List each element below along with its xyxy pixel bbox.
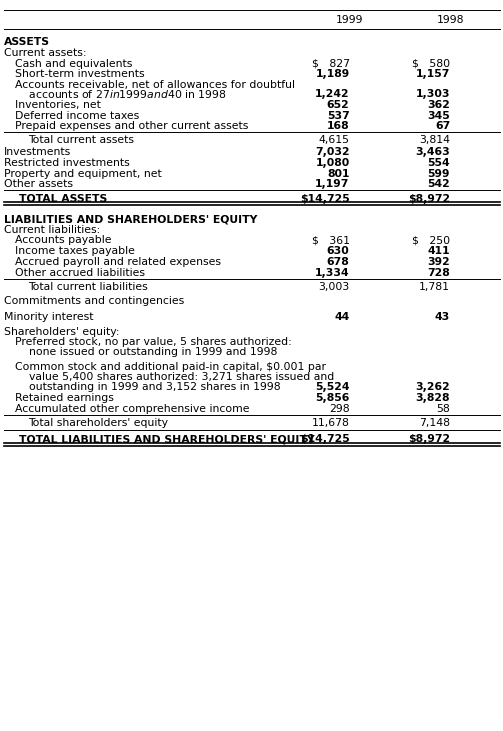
Text: $   361: $ 361 <box>311 235 350 246</box>
Text: 168: 168 <box>327 121 350 132</box>
Text: 3,003: 3,003 <box>318 282 350 292</box>
Text: accounts of $27 in 1999 and $40 in 1998: accounts of $27 in 1999 and $40 in 1998 <box>15 88 227 100</box>
Text: 1,080: 1,080 <box>315 158 350 168</box>
Text: none issued or outstanding in 1999 and 1998: none issued or outstanding in 1999 and 1… <box>15 347 278 357</box>
Text: Accumulated other comprehensive income: Accumulated other comprehensive income <box>15 404 249 414</box>
Text: Inventories, net: Inventories, net <box>15 100 101 110</box>
Text: 58: 58 <box>437 404 450 414</box>
Text: Total current liabilities: Total current liabilities <box>28 282 147 292</box>
Text: 1999: 1999 <box>336 15 363 26</box>
Text: 630: 630 <box>327 246 350 257</box>
Text: TOTAL ASSETS: TOTAL ASSETS <box>4 194 107 204</box>
Text: 3,262: 3,262 <box>415 382 450 393</box>
Text: $   250: $ 250 <box>412 235 450 246</box>
Text: 678: 678 <box>327 257 350 268</box>
Text: Cash and equivalents: Cash and equivalents <box>15 58 132 69</box>
Text: 392: 392 <box>428 257 450 268</box>
Text: Short-term investments: Short-term investments <box>15 69 145 79</box>
Text: $   827: $ 827 <box>311 58 350 69</box>
Text: Income taxes payable: Income taxes payable <box>15 246 135 257</box>
Text: TOTAL LIABILITIES AND SHAREHOLDERS' EQUITY: TOTAL LIABILITIES AND SHAREHOLDERS' EQUI… <box>4 434 315 444</box>
Text: Total current assets: Total current assets <box>28 135 134 145</box>
Text: 728: 728 <box>428 268 450 278</box>
Text: 4,615: 4,615 <box>318 135 350 145</box>
Text: 1,334: 1,334 <box>315 268 350 278</box>
Text: 5,524: 5,524 <box>315 382 350 393</box>
Text: Investments: Investments <box>4 147 71 157</box>
Text: 1998: 1998 <box>437 15 464 26</box>
Text: Current assets:: Current assets: <box>4 48 87 58</box>
Text: 537: 537 <box>327 111 350 121</box>
Text: Accrued payroll and related expenses: Accrued payroll and related expenses <box>15 257 221 268</box>
Text: Minority interest: Minority interest <box>4 311 94 322</box>
Text: value 5,400 shares authorized: 3,271 shares issued and: value 5,400 shares authorized: 3,271 sha… <box>15 372 334 382</box>
Text: Other assets: Other assets <box>4 179 73 189</box>
Text: 362: 362 <box>428 100 450 110</box>
Text: $14,725: $14,725 <box>300 434 350 444</box>
Text: 652: 652 <box>327 100 350 110</box>
Text: $   580: $ 580 <box>412 58 450 69</box>
Text: Common stock and additional paid-in capital, $0.001 par: Common stock and additional paid-in capi… <box>15 362 326 372</box>
Text: 1,242: 1,242 <box>315 89 350 99</box>
Text: Prepaid expenses and other current assets: Prepaid expenses and other current asset… <box>15 121 248 132</box>
Text: Shareholders' equity:: Shareholders' equity: <box>4 327 120 337</box>
Text: 298: 298 <box>329 404 350 414</box>
Text: 1,781: 1,781 <box>419 282 450 292</box>
Text: Commitments and contingencies: Commitments and contingencies <box>4 296 184 306</box>
Text: 3,828: 3,828 <box>415 393 450 404</box>
Text: 554: 554 <box>428 158 450 168</box>
Text: 67: 67 <box>435 121 450 132</box>
Text: 801: 801 <box>327 169 350 179</box>
Text: Restricted investments: Restricted investments <box>4 158 130 168</box>
Text: Preferred stock, no par value, 5 shares authorized:: Preferred stock, no par value, 5 shares … <box>15 337 292 347</box>
Text: Deferred income taxes: Deferred income taxes <box>15 111 139 121</box>
Text: Total shareholders' equity: Total shareholders' equity <box>28 418 167 428</box>
Text: ASSETS: ASSETS <box>4 37 50 48</box>
Text: 411: 411 <box>428 246 450 257</box>
Text: 542: 542 <box>428 179 450 189</box>
Text: $14,725: $14,725 <box>300 194 350 204</box>
Text: Retained earnings: Retained earnings <box>15 393 114 404</box>
Text: Accounts receivable, net of allowances for doubtful: Accounts receivable, net of allowances f… <box>15 80 295 90</box>
Text: outstanding in 1999 and 3,152 shares in 1998: outstanding in 1999 and 3,152 shares in … <box>15 382 281 393</box>
Text: 3,814: 3,814 <box>419 135 450 145</box>
Text: 345: 345 <box>428 111 450 121</box>
Text: LIABILITIES AND SHAREHOLDERS' EQUITY: LIABILITIES AND SHAREHOLDERS' EQUITY <box>4 214 258 224</box>
Text: 1,157: 1,157 <box>416 69 450 79</box>
Text: $8,972: $8,972 <box>408 194 450 204</box>
Text: 1,189: 1,189 <box>315 69 350 79</box>
Text: 1,303: 1,303 <box>415 89 450 99</box>
Text: 43: 43 <box>435 311 450 322</box>
Text: 44: 44 <box>334 311 350 322</box>
Text: Current liabilities:: Current liabilities: <box>4 225 100 235</box>
Text: 7,032: 7,032 <box>315 147 350 157</box>
Text: Other accrued liabilities: Other accrued liabilities <box>15 268 145 278</box>
Text: 11,678: 11,678 <box>312 418 350 428</box>
Text: 7,148: 7,148 <box>419 418 450 428</box>
Text: Property and equipment, net: Property and equipment, net <box>4 169 162 179</box>
Text: Accounts payable: Accounts payable <box>15 235 112 246</box>
Text: 599: 599 <box>428 169 450 179</box>
Text: $8,972: $8,972 <box>408 434 450 444</box>
Text: 3,463: 3,463 <box>415 147 450 157</box>
Text: 1,197: 1,197 <box>315 179 350 189</box>
Text: 5,856: 5,856 <box>315 393 350 404</box>
